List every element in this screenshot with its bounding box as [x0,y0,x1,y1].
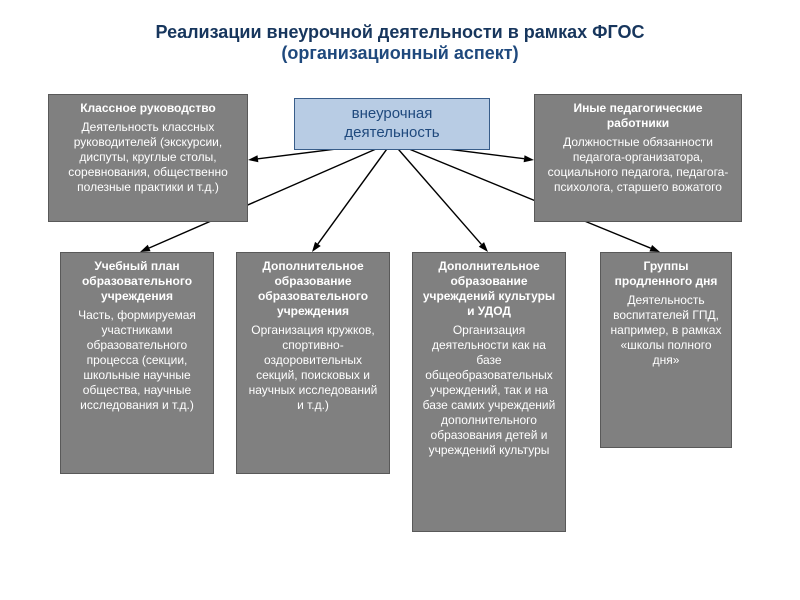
node-center-title: внеурочная деятельность [303,105,481,143]
node-klass-body: Деятельность классных руководителей (экс… [57,120,239,195]
node-dopou-body: Организация кружков, спортивно-оздоровит… [245,323,381,413]
node-inye: Иные педагогические работники Должностны… [534,94,742,222]
node-inye-title: Иные педагогические работники [543,101,733,131]
node-dopou-title: Дополнительное образование образовательн… [245,259,381,319]
node-dopkult-body: Организация деятельности как на базе общ… [421,323,557,458]
node-klass: Классное руководство Деятельность классн… [48,94,248,222]
node-dopkult-title: Дополнительное образование учреждений ку… [421,259,557,319]
node-gpd-title: Группы продленного дня [609,259,723,289]
title-line2: (организационный аспект) [0,43,800,64]
node-dopkult: Дополнительное образование учреждений ку… [412,252,566,532]
node-center: внеурочная деятельность [294,98,490,150]
node-uchplan: Учебный план образовательного учреждения… [60,252,214,474]
node-inye-body: Должностные обязанности педагога-организ… [543,135,733,195]
node-dopou: Дополнительное образование образовательн… [236,252,390,474]
title-line1: Реализации внеурочной деятельности в рам… [0,22,800,43]
node-uchplan-title: Учебный план образовательного учреждения [69,259,205,304]
node-gpd: Группы продленного дня Деятельность восп… [600,252,732,448]
node-uchplan-body: Часть, формируемая участниками образоват… [69,308,205,413]
page-title: Реализации внеурочной деятельности в рам… [0,22,800,64]
node-gpd-body: Деятельность воспитателей ГПД, например,… [609,293,723,368]
node-klass-title: Классное руководство [57,101,239,116]
